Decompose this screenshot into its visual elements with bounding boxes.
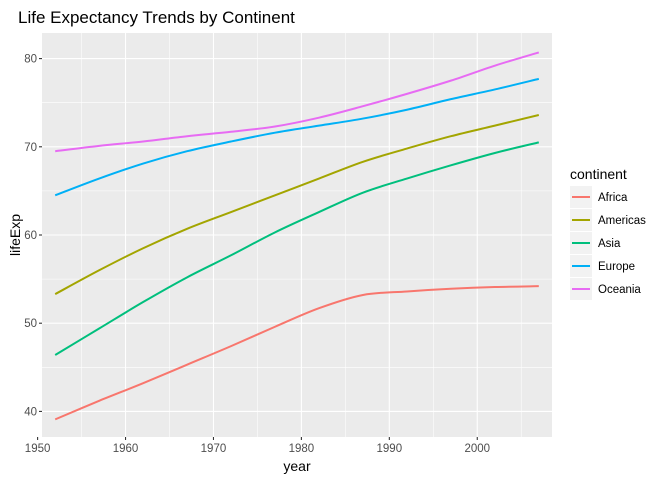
y-tick-label: 80: [24, 54, 37, 66]
series-lines: [54, 51, 540, 421]
legend-label-americas: Americas: [598, 215, 646, 227]
y-tick-label: 50: [24, 318, 37, 330]
series-line-oceania: [55, 51, 540, 153]
legend-label-asia: Asia: [598, 238, 621, 250]
series-line-asia: [54, 141, 540, 356]
legend-label-oceania: Oceania: [598, 284, 641, 296]
legend-items: Africa Americas Asia Europe Oceania: [570, 186, 646, 300]
x-axis-title: year: [283, 458, 311, 474]
x-tick-label: 1970: [201, 443, 227, 455]
y-tick-label: 70: [24, 142, 37, 154]
x-tick-label: 1980: [289, 443, 315, 455]
legend: continent Africa Americas Asia Europe Oceani…: [570, 166, 646, 300]
x-axis-ticks: 1950 1960 1970 1980 1990 2000: [25, 437, 490, 455]
legend-title: continent: [570, 166, 627, 182]
x-tick-label: 2000: [464, 443, 490, 455]
major-gridlines: [37, 33, 552, 437]
x-tick-label: 1950: [25, 443, 51, 455]
series-line-europe: [54, 77, 540, 197]
legend-label-europe: Europe: [598, 261, 635, 273]
y-axis-title: lifeExp: [7, 214, 23, 256]
series-line-africa: [54, 285, 539, 421]
legend-label-africa: Africa: [598, 192, 628, 204]
y-axis-ticks: 40 50 60 70 80: [24, 54, 42, 418]
series-line-americas: [54, 114, 540, 295]
x-tick-label: 1990: [377, 443, 403, 455]
y-tick-label: 60: [24, 230, 37, 242]
y-tick-label: 40: [24, 406, 37, 418]
chart-title: Life Expectancy Trends by Continent: [18, 8, 295, 27]
x-tick-label: 1960: [113, 443, 139, 455]
